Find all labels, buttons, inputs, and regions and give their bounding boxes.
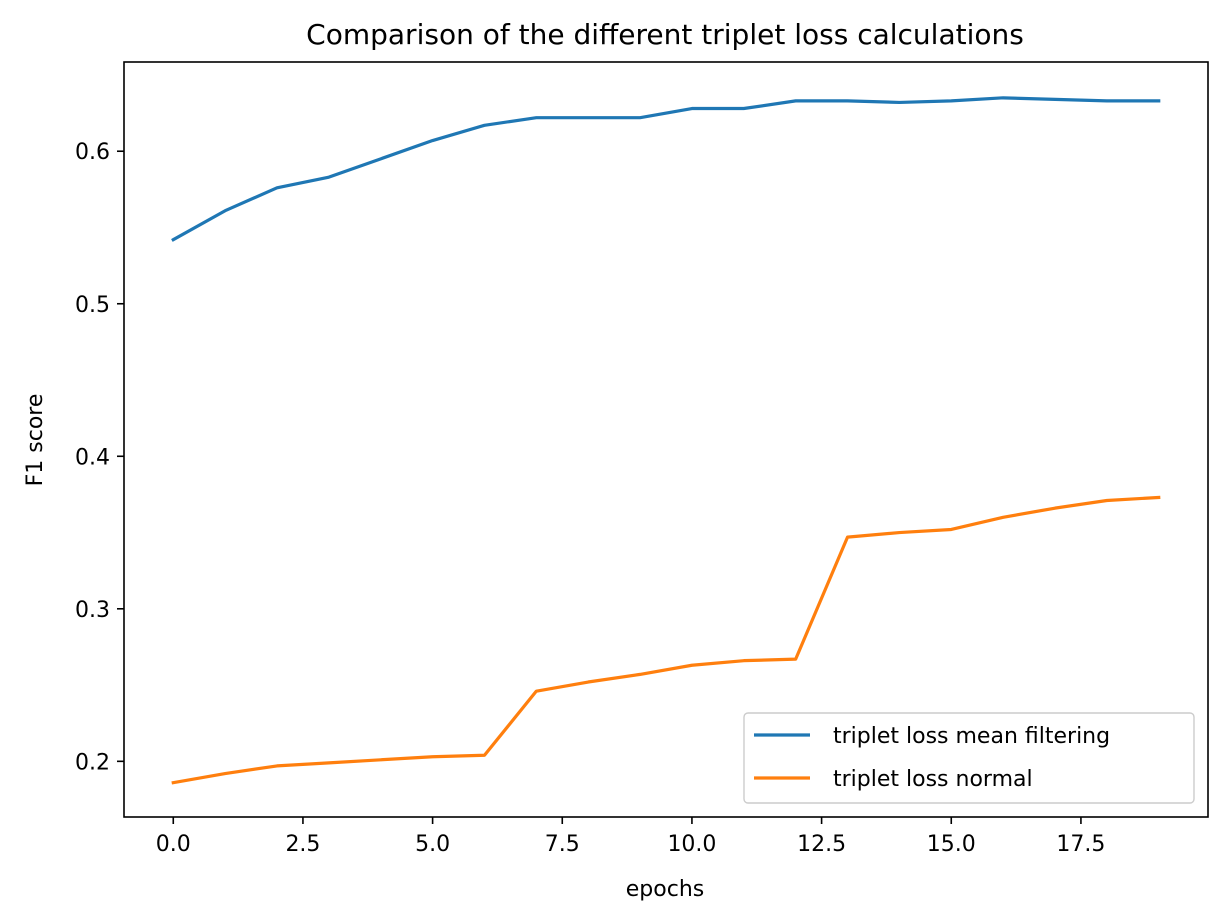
y-tick-label: 0.3 <box>75 598 110 623</box>
x-axis-label: epochs <box>626 877 704 902</box>
y-tick-label: 0.4 <box>75 445 110 470</box>
y-tick-label: 0.6 <box>75 140 110 165</box>
x-tick-label: 7.5 <box>545 832 580 857</box>
axes-frame <box>123 61 1209 818</box>
x-tick-label: 10.0 <box>667 832 716 857</box>
legend: triplet loss mean filtering triplet loss … <box>743 712 1195 804</box>
x-tick-label: 2.5 <box>285 832 320 857</box>
x-tick-label: 17.5 <box>1056 832 1105 857</box>
y-axis-label: F1 score <box>23 394 48 487</box>
legend-label-2: triplet loss normal <box>833 767 1033 792</box>
series-line-1 <box>171 96 1161 242</box>
x-tick-label: 15.0 <box>927 832 976 857</box>
y-tick-label: 0.5 <box>75 293 110 318</box>
legend-box <box>743 712 1195 804</box>
x-tick-label: 12.5 <box>797 832 846 857</box>
chart-title: Comparison of the different triplet loss… <box>306 18 1024 51</box>
x-tick-label: 5.0 <box>415 832 450 857</box>
y-tick-label: 0.2 <box>75 750 110 775</box>
series-line-2 <box>171 495 1161 785</box>
plot-area: 0.0 2.5 5.0 7.5 10.0 12.5 15.0 17.5 0.2 0.3 0.4 0.5… <box>75 61 1209 857</box>
legend-label-1: triplet loss mean filtering <box>833 724 1110 749</box>
x-tick-label: 0.0 <box>156 832 191 857</box>
